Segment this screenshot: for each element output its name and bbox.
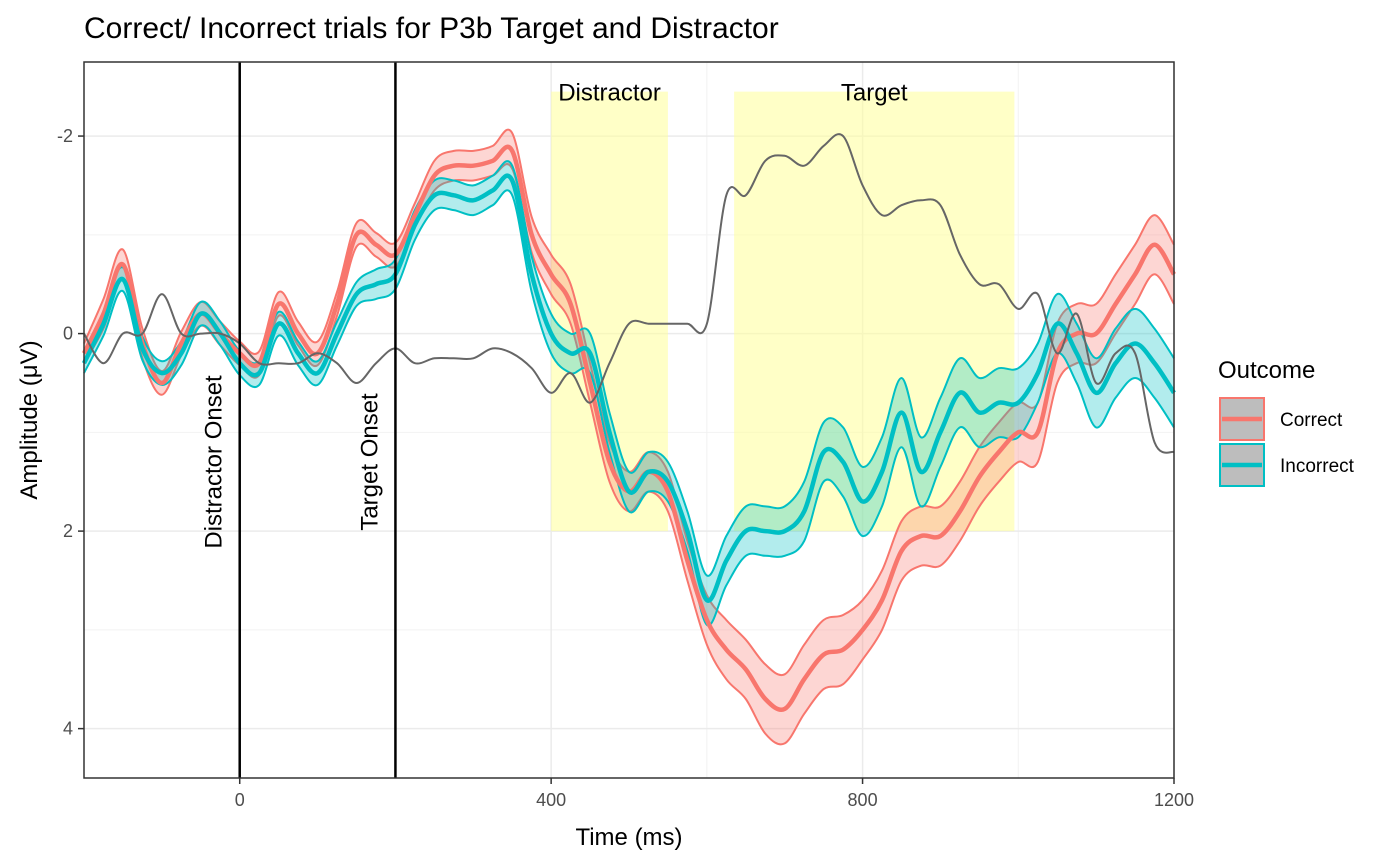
y-tick-label: 0 bbox=[63, 324, 73, 344]
window-label-distractor: Distractor bbox=[558, 80, 661, 107]
window-label-target: Target bbox=[841, 80, 908, 107]
y-tick-label: -2 bbox=[57, 126, 73, 146]
window-target bbox=[734, 91, 1015, 532]
plot-border bbox=[83, 61, 1175, 779]
legend: Outcome Correct Incorrect bbox=[1218, 357, 1355, 487]
band-lower-incorrect bbox=[83, 189, 1175, 627]
y-tick-label: 2 bbox=[63, 521, 73, 541]
x-tick-label: 0 bbox=[235, 790, 245, 810]
line-incorrect bbox=[81, 173, 1176, 603]
x-axis-title: Time (ms) bbox=[575, 824, 682, 851]
series-lines bbox=[81, 133, 1176, 712]
legend-label-incorrect: Incorrect bbox=[1280, 456, 1355, 477]
y-axis-title: Amplitude (μV) bbox=[16, 340, 43, 499]
onset-label-1: Target Onset bbox=[356, 393, 383, 531]
band-upper-correct bbox=[83, 128, 1175, 677]
onset-lines: Distractor Onset Target Onset bbox=[201, 62, 397, 778]
x-axis-ticks: 0 400 800 1200 bbox=[235, 778, 1194, 810]
onset-label-0: Distractor Onset bbox=[201, 375, 228, 549]
legend-title: Outcome bbox=[1218, 357, 1315, 384]
y-tick-label: 4 bbox=[63, 719, 73, 739]
line-difference bbox=[83, 133, 1175, 454]
x-tick-label: 400 bbox=[536, 790, 566, 810]
chart-title: Correct/ Incorrect trials for P3b Target… bbox=[84, 12, 779, 45]
x-tick-label: 1200 bbox=[1154, 790, 1194, 810]
legend-label-correct: Correct bbox=[1280, 410, 1343, 431]
x-tick-label: 800 bbox=[848, 790, 878, 810]
line-correct bbox=[81, 144, 1176, 712]
y-axis-ticks: -2 0 2 4 bbox=[57, 126, 84, 739]
